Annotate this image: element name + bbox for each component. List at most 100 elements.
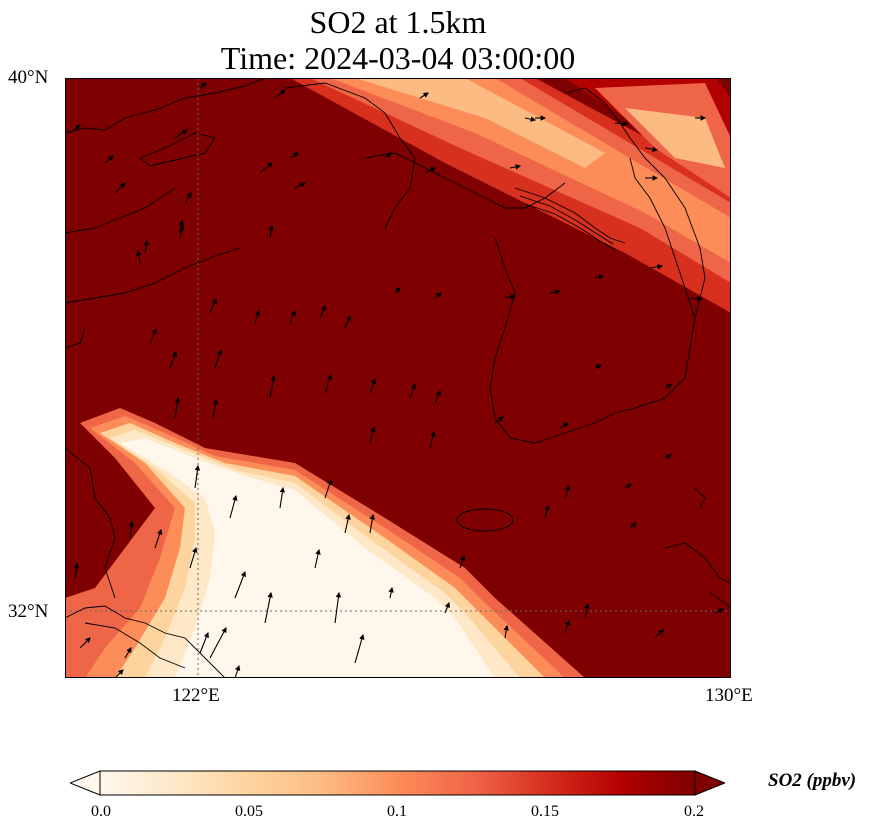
wind-arrow — [259, 162, 273, 174]
wind-arrow — [289, 152, 299, 159]
wind-arrow — [564, 484, 571, 499]
wind-arrow — [434, 389, 441, 404]
wind-arrow — [209, 627, 227, 659]
map-title: SO2 at 1.5km — [309, 4, 487, 40]
wind-arrow — [234, 570, 246, 599]
wind-arrow — [79, 637, 91, 649]
wind-arrow — [179, 224, 185, 239]
wind-arrow — [169, 350, 178, 369]
wind-arrow — [174, 129, 188, 139]
wind-arrow — [149, 327, 157, 344]
wind-arrow — [524, 116, 537, 122]
wind-arrow — [614, 120, 629, 127]
colorbar — [68, 770, 727, 796]
wind-arrow — [369, 513, 375, 534]
wind-arrow — [334, 591, 342, 624]
wind-arrow — [544, 504, 550, 519]
wind-arrow — [594, 364, 602, 370]
map-frame — [65, 78, 731, 678]
wind-arrow — [184, 192, 192, 204]
wind-arrow — [294, 182, 306, 189]
wind-arrow — [344, 314, 351, 329]
wind-arrow — [369, 425, 376, 444]
map-time: Time: 2024-03-04 03:00:00 — [220, 40, 576, 76]
lat-tick-label: 32°N — [8, 601, 49, 622]
wind-arrow — [254, 309, 261, 324]
wind-arrow — [629, 522, 637, 529]
wind-arrow — [384, 152, 392, 159]
wind-arrow — [424, 167, 436, 174]
wind-arrow — [503, 624, 509, 639]
wind-arrow — [559, 422, 569, 429]
colorbar-tick: 0.1 — [387, 803, 407, 820]
lon-tick-label: 122°E — [172, 685, 220, 706]
lon-tick-label: 130°E — [705, 685, 753, 706]
wind-arrow — [584, 602, 590, 619]
wind-arrow — [212, 398, 218, 419]
wind-arrow — [104, 155, 114, 164]
wind-arrow — [128, 520, 135, 539]
wind-arrow — [268, 224, 274, 239]
wind-arrow — [689, 295, 704, 302]
wind-arrow — [174, 396, 181, 419]
wind-arrow — [509, 164, 522, 170]
wind-arrow — [354, 633, 365, 664]
wind-arrow — [154, 528, 163, 549]
wind-arrow — [649, 264, 664, 270]
colorbar-label: SO2 (ppbv) — [768, 770, 857, 791]
colorbar-max-extend — [694, 770, 727, 796]
wind-arrow — [114, 669, 124, 678]
wind-arrow — [324, 478, 333, 499]
wind-arrow — [199, 82, 207, 89]
wind-arrow — [189, 546, 198, 569]
wind-arrow — [504, 294, 517, 300]
wind-arrow — [289, 309, 296, 324]
wind-arrow — [459, 554, 466, 569]
lat-tick-label: 40°N — [8, 67, 49, 88]
wind-arrow — [654, 629, 664, 639]
colorbar-tick: 0.05 — [235, 803, 263, 820]
wind-arrow — [429, 430, 436, 449]
colorbar-tick: 0.2 — [684, 803, 704, 820]
wind-arrow — [369, 377, 377, 394]
wind-arrow — [714, 608, 724, 614]
wind-arrow — [194, 464, 201, 489]
wind-arrow — [594, 274, 605, 280]
wind-arrow — [664, 384, 672, 390]
wind-arrow — [319, 304, 326, 319]
wind-vectors — [69, 82, 724, 678]
wind-arrow — [178, 219, 184, 234]
wind-arrow — [624, 483, 632, 489]
wind-arrow — [388, 586, 394, 599]
wind-arrow — [434, 292, 442, 299]
wind-arrow — [269, 374, 276, 399]
colorbar-tick: 0.0 — [91, 803, 111, 820]
wind-arrow — [419, 92, 429, 99]
wind-arrow — [124, 647, 132, 659]
so2-map[interactable] — [65, 78, 731, 678]
wind-arrow — [494, 416, 504, 424]
wind-arrow — [409, 382, 417, 399]
wind-arrow — [279, 486, 286, 509]
wind-arrow — [229, 494, 238, 519]
gridlines — [65, 78, 731, 678]
wind-arrow — [234, 664, 241, 678]
map-panel[interactable] — [65, 78, 731, 678]
wind-arrow — [344, 513, 351, 534]
wind-arrow — [564, 619, 571, 634]
wind-arrow — [209, 297, 217, 314]
wind-arrow — [664, 454, 672, 460]
coastlines — [65, 78, 731, 678]
wind-arrow — [114, 182, 126, 194]
colorbar-min-extend — [68, 770, 101, 796]
wind-arrow — [214, 348, 223, 369]
colorbar-gradient — [99, 770, 696, 796]
upper-plume-band — [290, 78, 731, 313]
wind-arrow — [394, 287, 401, 294]
wind-arrow — [136, 249, 142, 264]
wind-arrow — [274, 89, 286, 99]
wind-arrow — [73, 562, 80, 579]
wind-arrow — [324, 373, 333, 394]
wind-arrow — [199, 631, 209, 654]
wind-arrow — [143, 239, 149, 254]
